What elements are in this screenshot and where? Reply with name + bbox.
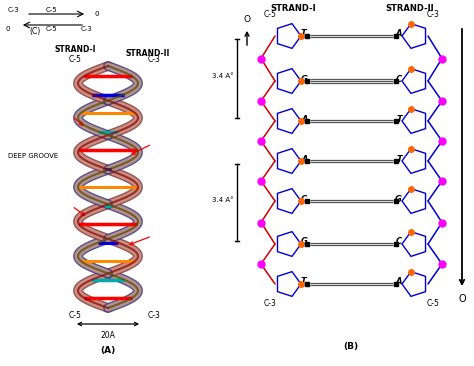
Text: STRAND-I: STRAND-I	[270, 4, 316, 13]
Polygon shape	[402, 232, 426, 256]
Text: G: G	[301, 75, 308, 83]
Text: (C): (C)	[29, 27, 41, 36]
Text: C: C	[396, 238, 402, 246]
Text: O: O	[244, 15, 250, 24]
Text: A: A	[395, 277, 402, 287]
Polygon shape	[402, 24, 426, 48]
Polygon shape	[277, 188, 301, 213]
Polygon shape	[402, 109, 426, 133]
Polygon shape	[277, 24, 301, 48]
Text: O: O	[458, 294, 466, 304]
Polygon shape	[277, 69, 301, 93]
Text: 0: 0	[95, 11, 100, 17]
Text: STRAND-I: STRAND-I	[54, 45, 96, 54]
Text: T: T	[396, 115, 402, 123]
Text: C: C	[396, 75, 402, 83]
Text: C: C	[301, 194, 307, 203]
Text: T: T	[396, 154, 402, 164]
Text: C-3: C-3	[8, 7, 20, 13]
Polygon shape	[277, 232, 301, 256]
Text: C-5: C-5	[69, 55, 82, 64]
Text: 3.4 A°: 3.4 A°	[212, 198, 234, 203]
Text: STRAND-II: STRAND-II	[386, 4, 434, 13]
Text: 0: 0	[6, 26, 10, 32]
Text: G: G	[301, 238, 308, 246]
Text: (A): (A)	[100, 346, 116, 355]
Polygon shape	[402, 69, 426, 93]
Text: A: A	[395, 30, 402, 38]
Text: 20A: 20A	[100, 331, 116, 340]
Text: C-3: C-3	[148, 311, 161, 320]
Text: 3.4 A°: 3.4 A°	[212, 74, 234, 79]
Text: G: G	[395, 194, 402, 203]
Text: C-3: C-3	[148, 55, 161, 64]
Text: A: A	[301, 154, 308, 164]
Polygon shape	[402, 149, 426, 173]
Polygon shape	[277, 109, 301, 133]
Polygon shape	[277, 272, 301, 296]
Text: C-5: C-5	[427, 299, 439, 308]
Text: T: T	[301, 277, 307, 287]
Text: (B): (B)	[344, 342, 358, 351]
Text: C-3: C-3	[427, 10, 439, 19]
Text: C-5: C-5	[69, 311, 82, 320]
Text: C-5: C-5	[46, 26, 58, 32]
Text: C-5: C-5	[264, 10, 276, 19]
Polygon shape	[402, 188, 426, 213]
Text: DEEP GROOVE: DEEP GROOVE	[8, 153, 58, 159]
Text: A: A	[301, 115, 308, 123]
Text: C-5: C-5	[46, 7, 58, 13]
Polygon shape	[402, 272, 426, 296]
Text: STRAND-II: STRAND-II	[126, 49, 170, 58]
Text: C-3: C-3	[264, 299, 276, 308]
Text: C-3: C-3	[80, 26, 92, 32]
Text: T: T	[301, 30, 307, 38]
Polygon shape	[277, 149, 301, 173]
